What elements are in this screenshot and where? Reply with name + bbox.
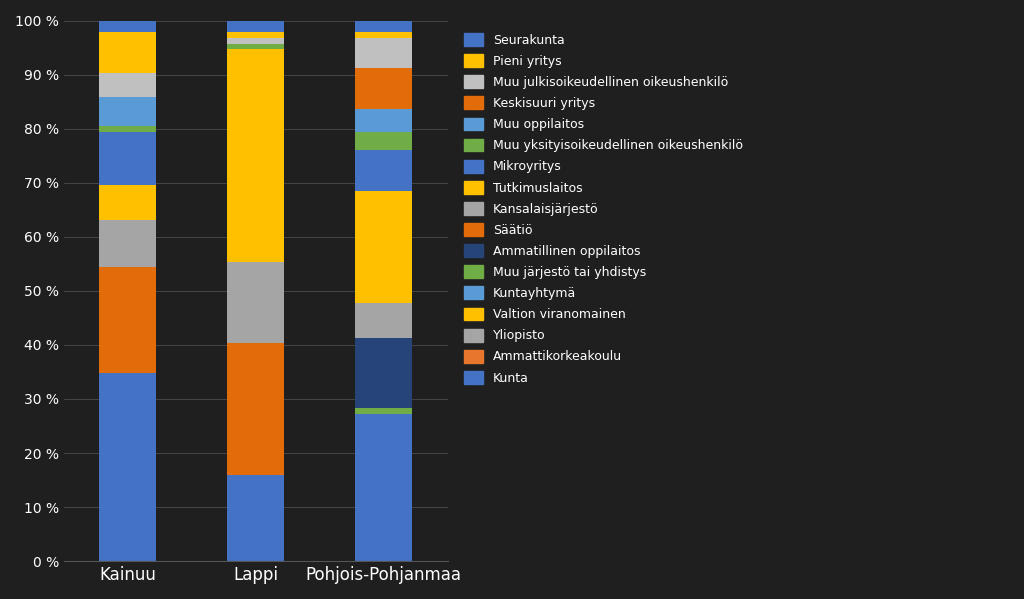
Bar	[354, 108, 413, 132]
Bar	[227, 32, 285, 38]
Bar	[354, 302, 413, 338]
Bar	[354, 38, 413, 68]
Bar	[99, 267, 157, 373]
Bar	[99, 74, 157, 97]
Bar	[99, 97, 157, 126]
Bar	[354, 191, 413, 302]
Bar	[354, 409, 413, 415]
Bar	[354, 132, 413, 150]
Bar	[227, 262, 285, 343]
Bar	[99, 220, 157, 267]
Bar	[99, 373, 157, 561]
Bar	[99, 32, 157, 74]
Legend: Seurakunta, Pieni yritys, Muu julkisoikeudellinen oikeushenkilö, Keskisuuri yrit: Seurakunta, Pieni yritys, Muu julkisoike…	[458, 27, 749, 391]
Bar	[354, 20, 413, 32]
Bar	[99, 185, 157, 220]
Bar	[227, 49, 285, 262]
Bar	[354, 415, 413, 561]
Bar	[227, 20, 285, 32]
Bar	[354, 68, 413, 108]
Bar	[227, 44, 285, 49]
Bar	[354, 338, 413, 409]
Bar	[354, 150, 413, 191]
Bar	[99, 20, 157, 32]
Bar	[354, 32, 413, 38]
Bar	[227, 343, 285, 475]
Bar	[227, 38, 285, 44]
Bar	[99, 132, 157, 185]
Bar	[99, 126, 157, 132]
Bar	[227, 475, 285, 561]
